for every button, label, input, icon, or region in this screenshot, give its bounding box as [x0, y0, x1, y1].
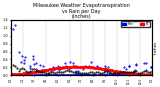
Y-axis label: Inches: Inches	[153, 41, 157, 54]
Legend: Rain, ET: Rain, ET	[121, 21, 150, 27]
Title: Milwaukee Weather Evapotranspiration
vs Rain per Day
(Inches): Milwaukee Weather Evapotranspiration vs …	[33, 3, 130, 19]
